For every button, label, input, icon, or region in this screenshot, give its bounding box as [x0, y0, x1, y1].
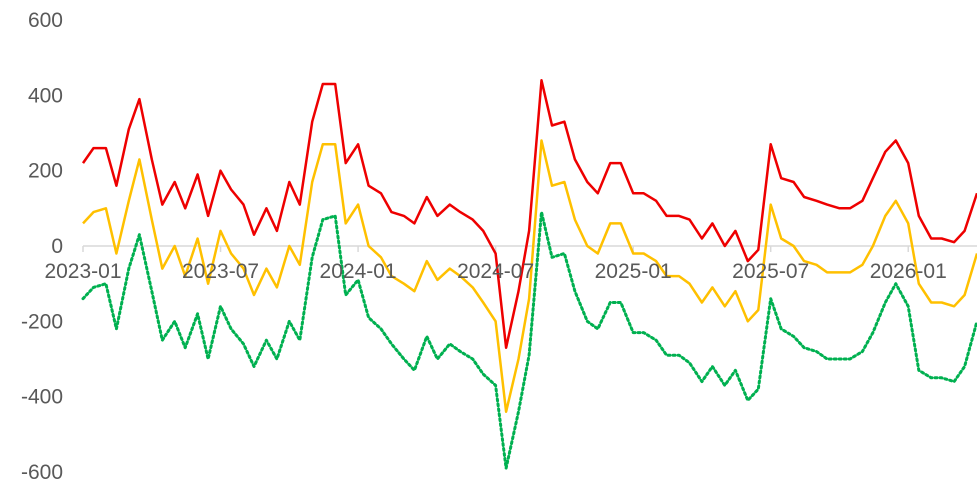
- y-tick-label: 600: [28, 9, 63, 32]
- x-axis: [82, 245, 977, 252]
- y-tick-label: -400: [21, 386, 63, 409]
- series-layer: [81, 79, 977, 470]
- y-tick-label: 0: [51, 235, 63, 258]
- y-tick-label: -200: [21, 310, 63, 333]
- x-tick-label: 2023-07: [182, 260, 259, 283]
- y-tick-label: 400: [28, 84, 63, 107]
- x-tick-label: 2025-07: [732, 260, 809, 283]
- series-line-3: [81, 210, 977, 470]
- x-axis-labels: 2023-01 2023-07 2024-01 2024-07 2025-01 2025-…: [44, 260, 946, 283]
- x-tick-label: 2023-01: [44, 260, 121, 283]
- x-tick-label: 2024-01: [320, 260, 397, 283]
- series-line-2: [82, 139, 977, 413]
- y-tick-label: -600: [21, 461, 63, 483]
- y-tick-label: 200: [28, 160, 63, 183]
- x-tick-label: 2025-01: [595, 260, 672, 283]
- x-tick-label: 2024-07: [457, 260, 534, 283]
- x-tick-label: 2026-01: [870, 260, 947, 283]
- y-axis-labels: 600 400 200 0 -200 -400 -600: [21, 9, 63, 483]
- series-line-1: [81, 79, 977, 349]
